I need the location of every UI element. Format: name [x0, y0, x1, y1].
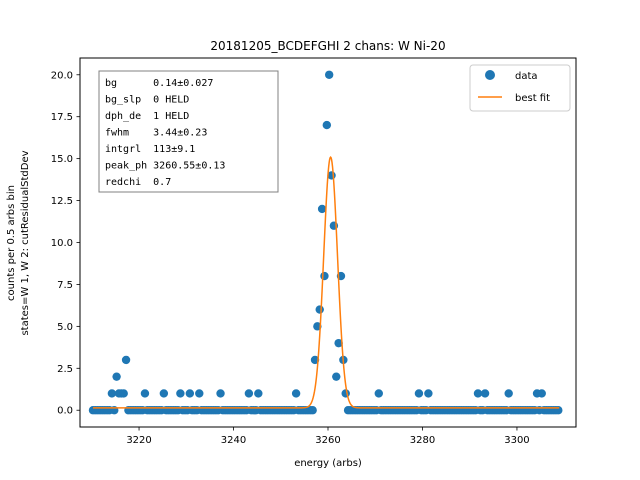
data-point [121, 355, 131, 365]
data-point [112, 372, 121, 381]
data-point [334, 338, 343, 348]
y-tick-label: 20.0 [51, 70, 73, 81]
y-tick-label: 12.5 [51, 196, 73, 207]
data-point [315, 305, 324, 314]
x-tick-label: 3280 [410, 435, 435, 446]
y-axis-label-line-2: states=W 1, W 2: cutResidualStdDev [20, 150, 31, 335]
data-point [195, 389, 204, 398]
param-fwhm: fwhm 3.44±0.23 [105, 128, 207, 139]
data-point [140, 389, 150, 398]
chart-title: 20181205_BCDEFGHI 2 chans: W Ni-20 [210, 39, 445, 53]
data-point [480, 389, 490, 398]
legend: data best fit [469, 64, 571, 112]
data-point [159, 389, 169, 398]
legend-data-label: data [515, 71, 538, 82]
param-dph-de: dph_de 1 HELD [105, 111, 189, 122]
data-point [424, 389, 433, 398]
x-axis-label: energy (arbs) [294, 458, 362, 469]
param-bg-slp: bg_slp 0 HELD [105, 95, 189, 106]
legend-data-marker [485, 70, 495, 80]
param-intgrl: intgrl 113±9.1 [105, 144, 195, 155]
y-tick-label: 7.5 [57, 280, 73, 291]
best-fit-line [92, 155, 560, 409]
data-point [291, 389, 301, 398]
param-peak-ph: peak_ph 3260.55±0.13 [105, 161, 225, 172]
data-point [332, 372, 341, 381]
plot-area [88, 70, 563, 415]
data-point [308, 406, 317, 415]
data-point [185, 389, 195, 398]
y-axis-label: counts per 0.5 arbs bin states=W 1, W 2:… [6, 150, 31, 335]
data-point [119, 389, 128, 398]
x-tick-label: 3240 [221, 435, 246, 446]
data-point [310, 355, 320, 365]
data-point [414, 389, 424, 398]
data-point [244, 389, 254, 398]
data-point [504, 389, 513, 398]
y-axis: 0.0 2.5 5.0 7.5 10.0 12.5 15.0 17.5 20.0 [51, 70, 80, 417]
y-tick-label: 10.0 [51, 238, 73, 249]
data-point [473, 389, 483, 398]
x-tick-label: 3220 [126, 435, 151, 446]
data-point [341, 389, 350, 398]
data-point [537, 389, 546, 398]
data-point [317, 204, 327, 214]
x-tick-label: 3300 [504, 435, 529, 446]
y-tick-label: 17.5 [51, 112, 73, 123]
fit-parameters-frame [98, 70, 279, 193]
data-point [254, 389, 263, 398]
fit-parameters-box: bg 0.14±0.027 bg_slp 0 HELD dph_de 1 HEL… [98, 70, 279, 193]
x-tick-label: 3260 [315, 435, 340, 446]
data-point [216, 389, 225, 398]
param-bg: bg 0.14±0.027 [105, 78, 213, 89]
data-point [324, 70, 334, 79]
y-tick-label: 15.0 [51, 154, 73, 165]
legend-frame [469, 64, 571, 112]
param-redchi: redchi 0.7 [105, 177, 171, 188]
data-point [322, 120, 332, 130]
y-tick-label: 5.0 [57, 322, 73, 333]
data-point [176, 389, 185, 398]
y-tick-label: 0.0 [57, 406, 73, 417]
data-point [320, 271, 329, 281]
data-point [374, 389, 383, 398]
legend-fit-label: best fit [515, 93, 550, 104]
data-point [107, 389, 117, 398]
y-axis-label-line-1: counts per 0.5 arbs bin [6, 185, 17, 301]
x-axis: 3220 3240 3260 3280 3300 [126, 427, 530, 446]
y-tick-label: 2.5 [57, 364, 73, 375]
